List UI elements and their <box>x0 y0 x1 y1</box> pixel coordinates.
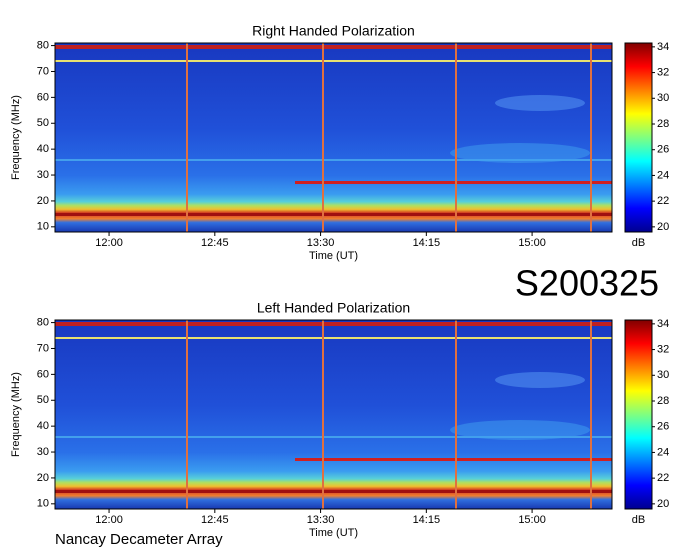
colorbar-tick-label: 24 <box>657 169 669 181</box>
x-tick-label: 13:30 <box>307 237 335 249</box>
x-tick-label: 14:15 <box>413 237 441 249</box>
noise-band <box>55 45 612 49</box>
interference-line <box>455 320 457 509</box>
colorbar-label: dB <box>632 514 645 526</box>
colorbar-tick-label: 28 <box>657 118 669 130</box>
interference-line <box>590 320 592 509</box>
y-tick-label: 50 <box>37 117 49 129</box>
colorbar-tick-label: 26 <box>657 421 669 433</box>
emission-patch <box>495 372 585 388</box>
plot-frame <box>54 319 613 510</box>
noise-band <box>55 322 612 326</box>
colorbar-tick-label: 32 <box>657 66 669 78</box>
noise-band <box>55 337 612 339</box>
emission-patch <box>450 143 590 163</box>
y-tick-label: 50 <box>37 394 49 406</box>
colorbar-tick-label: 26 <box>657 144 669 156</box>
footer: Nancay Decameter Array <box>55 531 223 548</box>
y-tick-label: 40 <box>37 143 49 155</box>
spectrogram <box>55 320 612 509</box>
colorbar-tick-label: 34 <box>657 318 669 330</box>
y-tick-label: 10 <box>37 221 49 233</box>
chart-title: Right Handed Polarization <box>252 23 415 39</box>
y-tick-label: 60 <box>37 368 49 380</box>
colorbar-tick-label: 30 <box>657 92 669 104</box>
colorbar-tick-label: 20 <box>657 498 669 510</box>
x-tick-label: 14:15 <box>413 514 441 526</box>
y-axis-label: Frequency (MHz) <box>10 372 22 457</box>
noise-band <box>55 490 612 493</box>
interference-line <box>590 43 592 232</box>
noise-band <box>295 458 612 461</box>
colorbar-tick-label: 30 <box>657 369 669 381</box>
colorbar <box>624 42 653 233</box>
colorbar-tick-label: 32 <box>657 343 669 355</box>
interference-line <box>186 43 188 232</box>
event-label: S200325 <box>515 263 659 304</box>
y-tick-label: 70 <box>37 342 49 354</box>
chart-title: Left Handed Polarization <box>257 300 410 316</box>
x-tick-label: 12:45 <box>201 514 229 526</box>
y-tick-label: 20 <box>37 472 49 484</box>
x-tick-label: 15:00 <box>518 237 546 249</box>
emission-patch <box>495 95 585 111</box>
interference-line <box>322 320 324 509</box>
x-axis-label: Time (UT) <box>309 250 358 262</box>
y-tick-label: 30 <box>37 446 49 458</box>
x-tick-label: 13:30 <box>307 514 335 526</box>
noise-band <box>55 159 612 161</box>
y-tick-label: 70 <box>37 65 49 77</box>
spectrogram <box>55 43 612 232</box>
x-axis-label: Time (UT) <box>309 527 358 539</box>
colorbar-tick-label: 28 <box>657 395 669 407</box>
y-tick-label: 40 <box>37 420 49 432</box>
y-tick-label: 80 <box>37 39 49 51</box>
y-tick-label: 10 <box>37 498 49 510</box>
noise-band <box>55 60 612 62</box>
colorbar <box>624 319 653 510</box>
colorbar-tick-label: 22 <box>657 195 669 207</box>
colorbar-tick-label: 22 <box>657 472 669 484</box>
x-tick-label: 12:00 <box>95 237 123 249</box>
y-tick-label: 60 <box>37 91 49 103</box>
colorbar-label: dB <box>632 237 645 249</box>
colorbar-tick-label: 20 <box>657 221 669 233</box>
noise-band <box>295 181 612 184</box>
colorbar-tick-label: 34 <box>657 41 669 53</box>
interference-line <box>186 320 188 509</box>
interference-line <box>455 43 457 232</box>
interference-line <box>322 43 324 232</box>
emission-patch <box>450 420 590 440</box>
colorbar-tick-label: 24 <box>657 446 669 458</box>
x-tick-label: 12:45 <box>201 237 229 249</box>
noise-band <box>55 436 612 438</box>
plot-frame <box>54 42 613 233</box>
y-tick-label: 20 <box>37 195 49 207</box>
x-tick-label: 12:00 <box>95 514 123 526</box>
y-axis-label: Frequency (MHz) <box>10 95 22 180</box>
y-tick-label: 30 <box>37 169 49 181</box>
noise-band <box>55 213 612 216</box>
y-tick-label: 80 <box>37 316 49 328</box>
x-tick-label: 15:00 <box>518 514 546 526</box>
